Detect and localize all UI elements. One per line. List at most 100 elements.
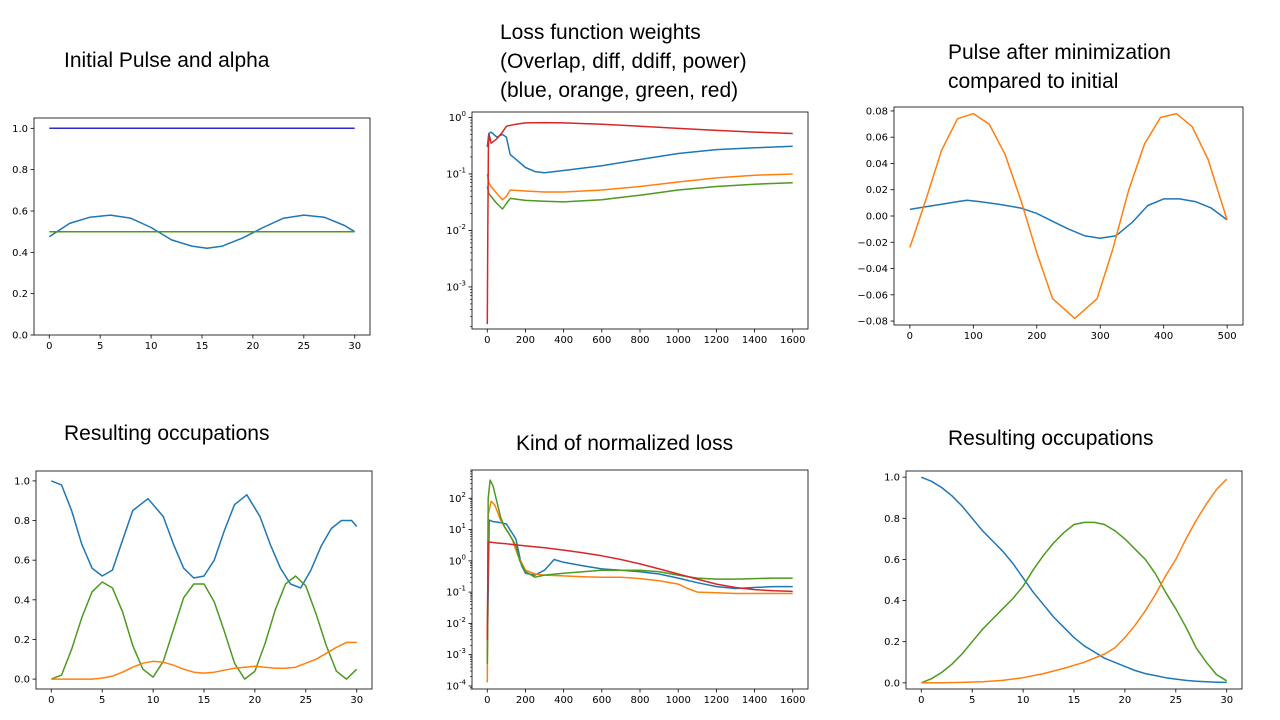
x-tick-label: 30 [350, 695, 363, 706]
y-tick-label: 10-3 [446, 647, 466, 661]
x-tick-label: 20 [249, 695, 262, 706]
series-line-1 [486, 173, 793, 201]
y-tick-label: 0.08 [866, 106, 888, 117]
title-loss-weights: Loss function weights (Overlap, diff, dd… [500, 18, 747, 105]
y-tick-label: 1.0 [12, 124, 28, 135]
y-tick-label: 100 [449, 110, 466, 124]
y-tick-label: 10-2 [446, 616, 466, 630]
x-tick-label: 300 [1091, 331, 1110, 342]
y-tick-label: 100 [449, 553, 466, 567]
series-line-1 [51, 575, 358, 680]
y-tick-label: 0.8 [12, 165, 28, 176]
x-tick-label: 15 [196, 341, 209, 352]
series-line-2 [486, 181, 793, 210]
x-tick-label: 400 [1154, 331, 1173, 342]
x-tick-label: 25 [297, 341, 310, 352]
y-tick-label: 10-1 [446, 166, 466, 180]
series-line-2 [51, 641, 357, 680]
x-tick-label: 1600 [780, 695, 805, 706]
series-line-0 [486, 131, 793, 174]
series-line-0 [486, 519, 793, 658]
series-line-3 [486, 541, 793, 640]
x-tick-label: 1400 [742, 695, 767, 706]
title-line: Kind of normalized loss [516, 432, 734, 455]
title-line: Resulting occupations [64, 422, 270, 445]
y-tick-label: 0.00 [866, 212, 888, 223]
title-line: Initial Pulse and alpha [64, 49, 270, 72]
y-tick-label: 10-3 [446, 279, 466, 293]
x-tick-label: 25 [1169, 695, 1182, 706]
x-tick-label: 1400 [742, 335, 767, 346]
y-tick-label: 0.2 [884, 637, 900, 648]
title-line: Resulting occupations [948, 427, 1154, 450]
x-tick-label: 400 [554, 695, 573, 706]
y-tick-label: 1.0 [884, 473, 900, 484]
x-tick-label: 10 [145, 341, 158, 352]
y-tick-label: 0.2 [12, 289, 28, 300]
y-tick-label: 0.04 [866, 159, 888, 170]
y-tick-label: −0.02 [857, 238, 888, 249]
y-tick-label: 0.0 [14, 675, 30, 686]
x-tick-label: 10 [147, 695, 160, 706]
x-tick-label: 10 [1017, 695, 1030, 706]
title-line: compared to initial [948, 70, 1119, 93]
y-tick-label: −0.06 [857, 290, 888, 301]
y-tick-label: 0.4 [14, 595, 30, 606]
x-tick-label: 0 [46, 341, 52, 352]
y-tick-label: 0.6 [884, 555, 900, 566]
x-tick-label: 0 [484, 695, 490, 706]
series-line-0 [48, 214, 356, 249]
x-tick-label: 5 [97, 341, 103, 352]
x-tick-label: 0 [48, 695, 54, 706]
title-normalized-loss: Kind of normalized loss [516, 429, 733, 458]
title-line: Pulse after minimization [948, 41, 1171, 64]
x-tick-label: 20 [1119, 695, 1132, 706]
x-tick-label: 30 [348, 341, 361, 352]
x-tick-label: 0 [918, 695, 924, 706]
x-tick-label: 800 [630, 695, 649, 706]
title-line: Loss function weights [500, 21, 701, 44]
title-occupations-left: Resulting occupations [64, 419, 269, 448]
y-tick-label: 0.4 [12, 248, 28, 259]
x-tick-label: 200 [516, 695, 535, 706]
y-tick-label: 0.0 [884, 678, 900, 689]
y-tick-label: 10-2 [446, 223, 466, 237]
y-tick-label: −0.04 [857, 264, 888, 275]
x-tick-label: 0 [484, 335, 490, 346]
x-tick-label: 100 [964, 331, 983, 342]
x-tick-label: 1000 [665, 335, 690, 346]
x-tick-label: 25 [299, 695, 312, 706]
title-line: (Overlap, diff, ddiff, power) [500, 50, 747, 73]
x-tick-label: 800 [630, 335, 649, 346]
series-line-3 [486, 121, 793, 325]
y-tick-label: 10-4 [446, 678, 466, 692]
title-initial-pulse: Initial Pulse and alpha [64, 46, 269, 75]
x-tick-label: 1000 [665, 695, 690, 706]
y-tick-label: 102 [449, 491, 466, 505]
y-tick-label: 0.8 [14, 516, 30, 527]
series-line-1 [909, 112, 1228, 320]
x-tick-label: 200 [1027, 331, 1046, 342]
x-tick-label: 1200 [704, 695, 729, 706]
y-tick-label: −0.08 [857, 317, 888, 328]
x-tick-label: 1200 [704, 335, 729, 346]
x-tick-label: 1600 [780, 335, 805, 346]
y-tick-label: 0.6 [14, 556, 30, 567]
axes-frame [905, 470, 1243, 690]
series-line-2 [921, 478, 1228, 684]
y-tick-label: 0.4 [884, 596, 900, 607]
series-line-1 [921, 521, 1228, 684]
x-tick-label: 5 [969, 695, 975, 706]
series-line-0 [921, 476, 1227, 684]
y-tick-label: 1.0 [14, 476, 30, 487]
y-tick-label: 0.0 [12, 331, 28, 342]
y-tick-label: 0.06 [866, 133, 888, 144]
title-pulse-after-min: Pulse after minimization compared to ini… [948, 38, 1171, 96]
y-tick-label: 101 [449, 522, 466, 536]
y-tick-label: 0.8 [884, 514, 900, 525]
